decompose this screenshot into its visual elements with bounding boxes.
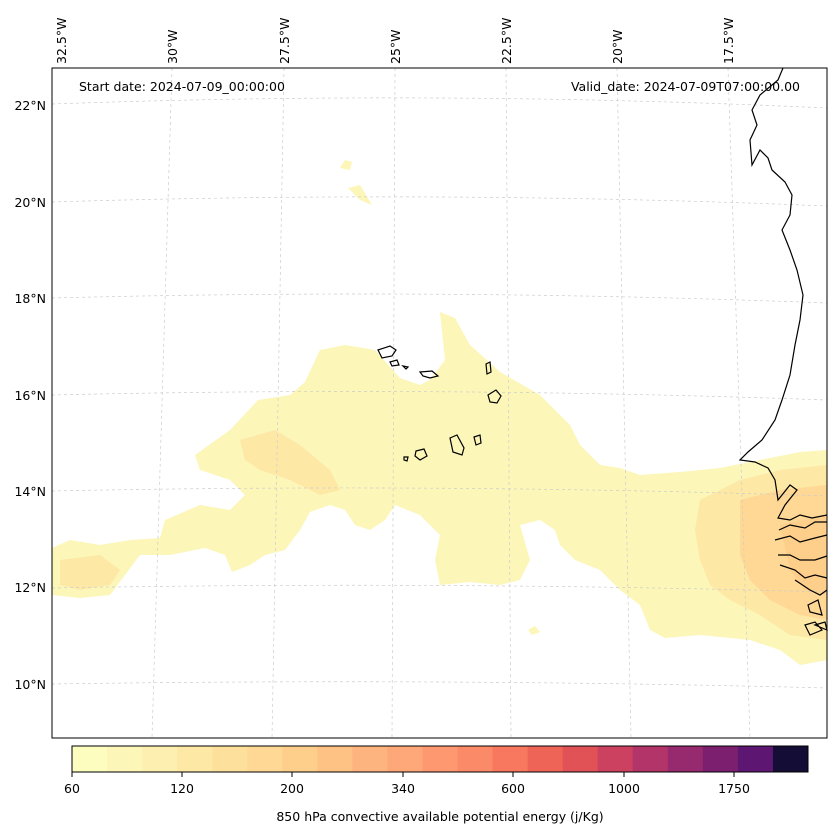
gridline-lon-17.5 (727, 67, 751, 739)
colorbar-swatches (72, 746, 809, 772)
cape-region-speck (528, 626, 540, 635)
map-border (51, 67, 828, 739)
colorbar-swatch (247, 746, 283, 772)
gridline-lon-22.5 (505, 67, 512, 739)
gridline-lon-30 (151, 67, 173, 739)
colorbar-swatch (702, 746, 739, 772)
colorbar-tick-label: 1750 (718, 781, 750, 796)
colorbar-tick-labels: 60 120 200 340 600 1000 1750 (64, 781, 750, 796)
colorbar-tick-label: 340 (391, 781, 415, 796)
colorbar-border (71, 745, 809, 773)
colorbar-swatch (212, 746, 248, 772)
graticule (51, 67, 828, 739)
colorbar-tick-label: 600 (501, 781, 525, 796)
map-panel (51, 67, 828, 739)
lat-label: 22°N (14, 98, 46, 113)
island-sao-nicolau (418, 370, 440, 379)
colorbar-swatch (317, 746, 353, 772)
lon-label: 27.5°W (277, 18, 292, 64)
colorbar-swatch (422, 746, 459, 772)
colorbar-swatch (177, 746, 213, 772)
island-brava (403, 456, 409, 462)
island-santo-antao (377, 345, 397, 359)
colorbar-tick-label: 60 (64, 781, 80, 796)
colorbar-ticks (71, 772, 735, 777)
lon-label: 32.5°W (54, 18, 69, 64)
colorbar-tick-label: 120 (170, 781, 194, 796)
lat-label: 12°N (14, 580, 46, 595)
colorbar-swatch (457, 746, 494, 772)
lon-label: 22.5°W (499, 18, 514, 64)
colorbar-swatch (107, 746, 143, 772)
colorbar-swatch (72, 746, 108, 772)
coastlines (377, 67, 828, 636)
island-santiago (449, 434, 465, 456)
gridline-lat-14 (51, 487, 828, 497)
colorbar-swatch (772, 746, 809, 772)
colorbar-tick-label: 200 (280, 781, 304, 796)
cape-verde-islands (377, 345, 502, 462)
gridline-lat-20 (51, 196, 828, 207)
island-santa-luzia (401, 365, 410, 370)
lat-label: 10°N (14, 677, 46, 692)
colorbar-swatch (632, 746, 669, 772)
island-sao-vicente (389, 359, 400, 367)
longitude-labels: 32.5°W 30°W 27.5°W 25°W 22.5°W 20°W 17.5… (54, 18, 736, 64)
lat-label: 20°N (14, 195, 46, 210)
latitude-labels: 22°N 20°N 18°N 16°N 14°N 12°N 10°N (14, 98, 46, 692)
colorbar-swatch (492, 746, 529, 772)
colorbar-swatch (597, 746, 634, 772)
colorbar-swatch (527, 746, 564, 772)
valid-date-label: Valid_date: 2024-07-09T07:00:00.00 (571, 79, 800, 94)
colorbar: 60 120 200 340 600 1000 1750 850 hPa con… (64, 745, 809, 824)
colorbar-title: 850 hPa convective available potential e… (276, 809, 603, 824)
gridline-lat-16 (51, 391, 828, 401)
lon-label: 25°W (388, 29, 403, 64)
lat-label: 16°N (14, 388, 46, 403)
lat-label: 14°N (14, 484, 46, 499)
colorbar-swatch (737, 746, 774, 772)
gridline-lat-10 (51, 681, 828, 689)
gridline-lon-27.5 (271, 67, 285, 739)
colorbar-swatch (562, 746, 599, 772)
lon-label: 20°W (610, 29, 625, 64)
island-sal (485, 361, 492, 375)
colorbar-swatch (142, 746, 178, 772)
cape-region-main (52, 312, 827, 665)
colorbar-swatch (667, 746, 704, 772)
gridline-lat-22 (51, 97, 828, 109)
island-fogo (414, 448, 428, 461)
island-boa-vista (487, 389, 502, 404)
lat-label: 18°N (14, 291, 46, 306)
cape-region-islet-north (340, 160, 372, 205)
colorbar-swatch (387, 746, 423, 772)
start-date-label: Start date: 2024-07-09_00:00:00 (79, 79, 285, 94)
colorbar-swatch (352, 746, 388, 772)
lon-label: 30°W (165, 29, 180, 64)
island-maio (473, 434, 482, 446)
lon-label: 17.5°W (721, 18, 736, 64)
colorbar-tick-label: 1000 (608, 781, 640, 796)
gridline-lat-12 (51, 584, 828, 593)
gridline-lon-20 (616, 67, 632, 739)
gridline-lat-18 (51, 293, 828, 304)
coastline-africa (738, 67, 828, 636)
colorbar-swatch (282, 746, 318, 772)
gridline-lon-25 (391, 67, 396, 739)
